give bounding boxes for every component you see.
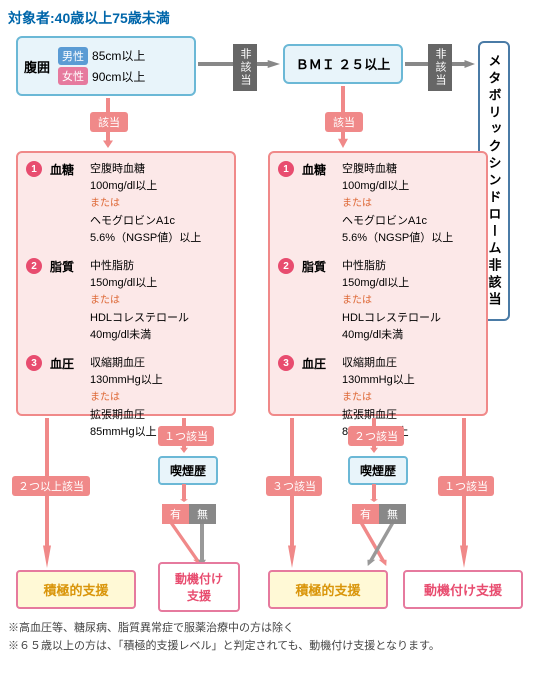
footnotes: ※高血圧等、糖尿病、脂質異常症で服薬治療中の方は除く ※６５歳以上の方は、「積極… <box>8 620 440 655</box>
female-tag: 女性 <box>58 67 88 85</box>
male-val: 85cm以上 <box>92 47 145 64</box>
no-1: 無 <box>189 504 216 524</box>
crit-values: 空腹時血糖100mg/dl以上またはヘモグロビンA1c5.6%（NGSP値）以上 <box>342 161 453 246</box>
na-tag-2: 非該当 <box>428 44 452 91</box>
crit-num: 2 <box>26 258 42 274</box>
bmi-box: ＢＭＩ ２５以上 <box>283 44 403 84</box>
result-active-2: 積極的支援 <box>268 570 388 609</box>
crit-values: 中性脂肪150mg/dl以上またはHDLコレステロール40mg/dl未満 <box>342 258 441 343</box>
applies-tag-1: 該当 <box>90 112 128 132</box>
cnt-c1b: １つ該当 <box>158 426 214 446</box>
result-active-1: 積極的支援 <box>16 570 136 609</box>
male-tag: 男性 <box>58 47 88 65</box>
criteria-box-2: 1 血糖空腹時血糖100mg/dl以上またはヘモグロビンA1c5.6%（NGSP値… <box>268 151 488 416</box>
flowchart: 腹囲 男性 女性 85cm以上 90cm以上 非該当 ＢＭＩ ２５以上 非該当 … <box>8 36 552 656</box>
na-tag-1: 非該当 <box>233 44 257 91</box>
cnt-c2b: ２つ該当 <box>348 426 404 446</box>
cnt-c1a: ２つ以上該当 <box>12 476 90 496</box>
crit-label: 血圧 <box>302 355 334 440</box>
waist-box: 腹囲 男性 女性 85cm以上 90cm以上 <box>16 36 196 96</box>
crit-num: 2 <box>278 258 294 274</box>
crit-num: 3 <box>278 355 294 371</box>
yes-2: 有 <box>352 504 379 524</box>
page-title: 対象者:40歳以上75歳未満 <box>8 8 552 28</box>
crit-num: 3 <box>26 355 42 371</box>
cnt-c2a: ３つ該当 <box>266 476 322 496</box>
arr-sm1 <box>180 484 188 502</box>
crit-num: 1 <box>278 161 294 177</box>
crit-label: 血糖 <box>50 161 82 246</box>
result-motiv-2: 動機付け支援 <box>403 570 523 609</box>
crit-label: 脂質 <box>302 258 334 343</box>
note-1: ※高血圧等、糖尿病、脂質異常症で服薬治療中の方は除く <box>8 620 440 638</box>
no-2: 無 <box>379 504 406 524</box>
crit-num: 1 <box>26 161 42 177</box>
crit-label: 脂質 <box>50 258 82 343</box>
crit-values: 収縮期血圧130mmHg以上または拡張期血圧85mmHg以上 <box>90 355 163 440</box>
gender-labels: 男性 女性 <box>58 47 88 85</box>
waist-label: 腹囲 <box>24 57 50 76</box>
crit-values: 中性脂肪150mg/dl以上またはHDLコレステロール40mg/dl未満 <box>90 258 189 343</box>
applies-tag-2: 該当 <box>325 112 363 132</box>
criteria-box-1: 1 血糖空腹時血糖100mg/dl以上またはヘモグロビンA1c5.6%（NGSP値… <box>16 151 236 416</box>
crit-values: 空腹時血糖100mg/dl以上またはヘモグロビンA1c5.6%（NGSP値）以上 <box>90 161 201 246</box>
yn-1: 有 無 <box>162 504 216 524</box>
waist-values: 85cm以上 90cm以上 <box>92 47 145 85</box>
crit-label: 血圧 <box>50 355 82 440</box>
cnt-c2c: １つ該当 <box>438 476 494 496</box>
arr-sm2 <box>370 484 378 502</box>
smoke-2: 喫煙歴 <box>348 456 408 485</box>
arr-n1 <box>198 524 206 566</box>
crit-label: 血糖 <box>302 161 334 246</box>
note-2: ※６５歳以上の方は、「積極的支援レベル」と判定されても、動機付け支援となります。 <box>8 638 440 656</box>
result-motiv-1: 動機付け 支援 <box>158 562 240 612</box>
smoke-1: 喫煙歴 <box>158 456 218 485</box>
female-val: 90cm以上 <box>92 68 145 85</box>
yes-1: 有 <box>162 504 189 524</box>
yn-2: 有 無 <box>352 504 406 524</box>
